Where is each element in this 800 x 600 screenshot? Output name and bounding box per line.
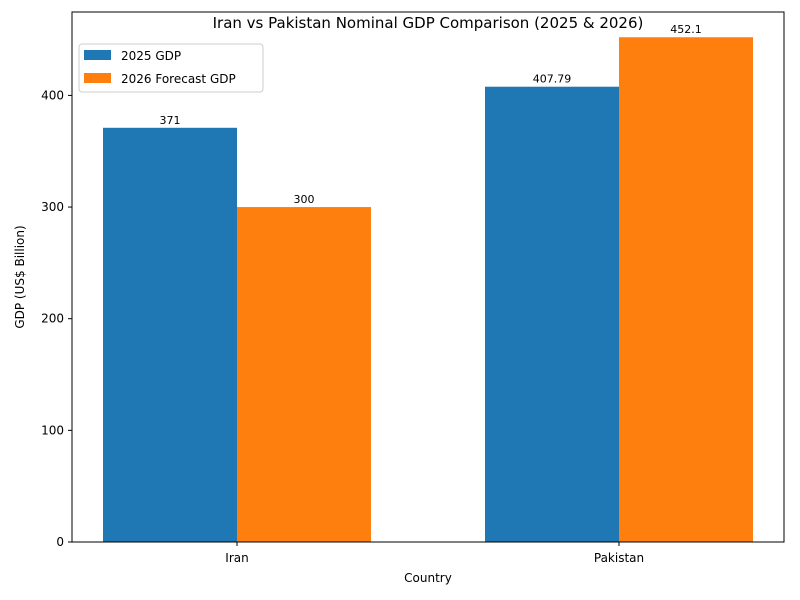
y-tick-label-400: 400: [41, 88, 64, 102]
bar-labels-group: 371 300 407.79 452.1: [160, 23, 702, 206]
x-ticks-group: Iran Pakistan: [225, 542, 644, 565]
x-axis-label: Country: [404, 571, 452, 585]
data-label-iran-2025-gdp: 371: [160, 114, 181, 127]
data-label-iran-2026-forecast-gdp: 300: [294, 193, 315, 206]
bar-pakistan-2025-gdp: [485, 86, 619, 543]
data-label-pakistan-2025-gdp: 407.79: [533, 73, 572, 86]
y-ticks-group: 0 100 200 300 400: [41, 88, 72, 549]
x-tick-label-pakistan: Pakistan: [594, 551, 644, 565]
x-tick-label-iran: Iran: [225, 551, 248, 565]
bar-iran-2025-gdp: [103, 127, 237, 543]
axes-group: [71, 11, 785, 543]
legend-label-2026-forecast-gdp: 2026 Forecast GDP: [121, 72, 236, 86]
legend-swatch-2026-forecast-gdp: [84, 73, 111, 83]
plot-frame: [71, 11, 785, 543]
bar-iran-2026-forecast-gdp: [237, 207, 371, 542]
y-tick-label-200: 200: [41, 312, 64, 326]
y-tick-label-0: 0: [56, 535, 64, 549]
bar-pakistan-2026-forecast-gdp: [619, 37, 753, 542]
legend: 2025 GDP 2026 Forecast GDP: [78, 43, 264, 93]
chart-title: Iran vs Pakistan Nominal GDP Comparison …: [213, 14, 644, 32]
bars-group: [103, 37, 753, 543]
y-tick-label-300: 300: [41, 200, 64, 214]
legend-box: [78, 43, 264, 93]
legend-label-2025-gdp: 2025 GDP: [121, 49, 181, 63]
legend-swatch-2025-gdp: [84, 50, 111, 60]
data-label-pakistan-2026-forecast-gdp: 452.1: [670, 23, 702, 36]
y-axis-label: GDP (US$ Billion): [13, 225, 27, 328]
y-tick-label-100: 100: [41, 423, 64, 437]
